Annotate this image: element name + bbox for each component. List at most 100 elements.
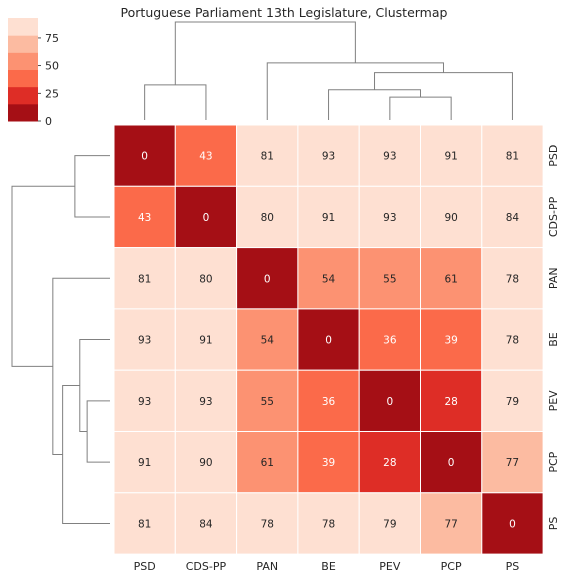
- cell-value-label: 91: [444, 151, 457, 163]
- colorbar: 0 25 50 75: [8, 18, 59, 128]
- column-dendrogram-link: [328, 89, 421, 120]
- cell-value-label: 81: [506, 151, 519, 163]
- heatmap-cell-PCP-PCP: [420, 431, 483, 494]
- cell-value-label: 93: [383, 212, 396, 224]
- heatmap-cell-PSD-PAN: [236, 124, 299, 187]
- colorbar-segment: [8, 103, 38, 122]
- heatmap-cell-PAN-BE: [297, 247, 360, 310]
- cell-value-label: 84: [199, 518, 213, 530]
- cell-value-label: 36: [322, 396, 336, 408]
- heatmap-cell-PS-PS: [481, 492, 544, 555]
- heatmap-cell-PEV-PAN: [236, 369, 299, 433]
- cell-value-label: 43: [199, 151, 212, 163]
- y-tick-label: BE: [547, 332, 560, 347]
- heatmap-cell-BE-PAN: [236, 308, 299, 371]
- cell-value-label: 81: [138, 518, 151, 530]
- heatmap-cell-CDS-PP-PS: [481, 185, 544, 249]
- cell-value-label: 28: [383, 457, 396, 469]
- cell-value-label: 84: [506, 212, 520, 224]
- heatmap-cell-PAN-PCP: [420, 247, 483, 310]
- cell-value-label: 81: [138, 273, 151, 285]
- heatmap-cell-PAN-PEV: [358, 247, 422, 310]
- row-dendrogram-link: [79, 339, 110, 432]
- cell-value-label: 77: [506, 457, 519, 469]
- cell-value-label: 28: [444, 396, 457, 408]
- cell-value-label: 43: [138, 212, 151, 224]
- cell-value-label: 55: [261, 396, 274, 408]
- row-dendrogram-link: [11, 185, 75, 367]
- heatmap-cell-PCP-PEV: [358, 431, 422, 494]
- cell-value-label: 93: [138, 396, 151, 408]
- cell-value-label: 0: [141, 151, 148, 163]
- cell-value-label: 79: [506, 396, 519, 408]
- cell-value-label: 78: [506, 335, 519, 347]
- y-tick-label: CDS-PP: [547, 196, 560, 237]
- colorbar-segment: [8, 35, 38, 53]
- x-tick-labels: PSD CDS-PP PAN BE PEV PCP PS: [134, 560, 520, 573]
- heatmap-cell-BE-PS: [481, 308, 544, 371]
- cell-value-label: 93: [383, 151, 396, 163]
- column-dendrogram-link: [266, 62, 444, 120]
- y-tick-label: PSD: [547, 145, 560, 167]
- cell-value-label: 0: [509, 518, 516, 530]
- heatmap-cell-BE-BE: [297, 308, 360, 371]
- colorbar-segment: [8, 18, 38, 36]
- cell-value-label: 0: [203, 212, 210, 224]
- x-tick-label: PSD: [134, 560, 156, 573]
- cell-value-label: 79: [383, 518, 396, 530]
- heatmap-cell-PS-PSD: [113, 492, 176, 555]
- cell-value-label: 0: [264, 273, 271, 285]
- cell-value-label: 90: [199, 457, 212, 469]
- cell-value-label: 80: [199, 273, 212, 285]
- cell-value-label: 77: [444, 518, 457, 530]
- x-tick-label: CDS-PP: [186, 560, 227, 573]
- heatmap-cell-PEV-PSD: [113, 369, 176, 433]
- y-tick-label: PS: [547, 517, 560, 531]
- heatmap-cell-PEV-PCP: [420, 369, 483, 433]
- heatmap-cell-BE-PCP: [420, 308, 483, 371]
- column-dendrogram-link: [174, 21, 356, 85]
- cell-value-label: 93: [138, 335, 151, 347]
- colorbar-tick-label: 75: [45, 32, 59, 45]
- heatmap-cell-CDS-PP-PEV: [358, 185, 422, 249]
- row-dendrogram-link: [52, 277, 110, 455]
- cell-value-label: 39: [322, 457, 335, 469]
- heatmap-grid: 0 43 81 93 93 91 81 43 0 80 91 93 90 84 81 80 0 54 55 61 78 9…: [113, 124, 544, 555]
- heatmap-cell-PSD-PSD: [113, 124, 176, 187]
- cell-value-label: 0: [387, 396, 394, 408]
- colorbar-tick-label: 50: [45, 60, 59, 73]
- cell-value-label: 78: [322, 518, 335, 530]
- heatmap-cell-PS-PCP: [420, 492, 483, 555]
- heatmap-cell-BE-PEV: [358, 308, 422, 371]
- heatmap-cell-PCP-BE: [297, 431, 360, 494]
- heatmap-cell-CDS-PP-BE: [297, 185, 360, 249]
- cell-value-label: 91: [138, 457, 151, 469]
- y-tick-label: PCP: [547, 451, 560, 472]
- cell-value-label: 36: [383, 335, 397, 347]
- cell-value-label: 39: [444, 335, 457, 347]
- column-dendrogram-link: [144, 84, 207, 120]
- cell-value-label: 61: [261, 457, 274, 469]
- colorbar-segment: [8, 52, 38, 70]
- colorbar-tick-label: 25: [45, 87, 59, 100]
- chart-title: Portuguese Parliament 13th Legislature, …: [121, 5, 448, 20]
- heatmap-cell-PS-PAN: [236, 492, 299, 555]
- row-dendrogram: [11, 155, 110, 524]
- heatmap-cell-PSD-PS: [481, 124, 544, 187]
- cell-value-label: 54: [322, 273, 336, 285]
- cell-value-label: 91: [322, 212, 335, 224]
- y-tick-label: PAN: [547, 267, 560, 289]
- y-tick-labels: PSD CDS-PP PAN BE PEV PCP PS: [547, 145, 560, 531]
- x-tick-label: PS: [506, 560, 520, 573]
- x-tick-label: PAN: [256, 560, 278, 573]
- heatmap-cell-CDS-PP-PAN: [236, 185, 299, 249]
- x-tick-label: PCP: [441, 560, 462, 573]
- heatmap-cell-PSD-PCP: [420, 124, 483, 187]
- column-dendrogram-link: [374, 72, 513, 120]
- heatmap-cell-BE-PSD: [113, 308, 176, 371]
- column-dendrogram: [144, 21, 513, 120]
- heatmap-cell-PEV-PS: [481, 369, 544, 433]
- cell-value-label: 78: [261, 518, 274, 530]
- x-tick-label: BE: [321, 560, 336, 573]
